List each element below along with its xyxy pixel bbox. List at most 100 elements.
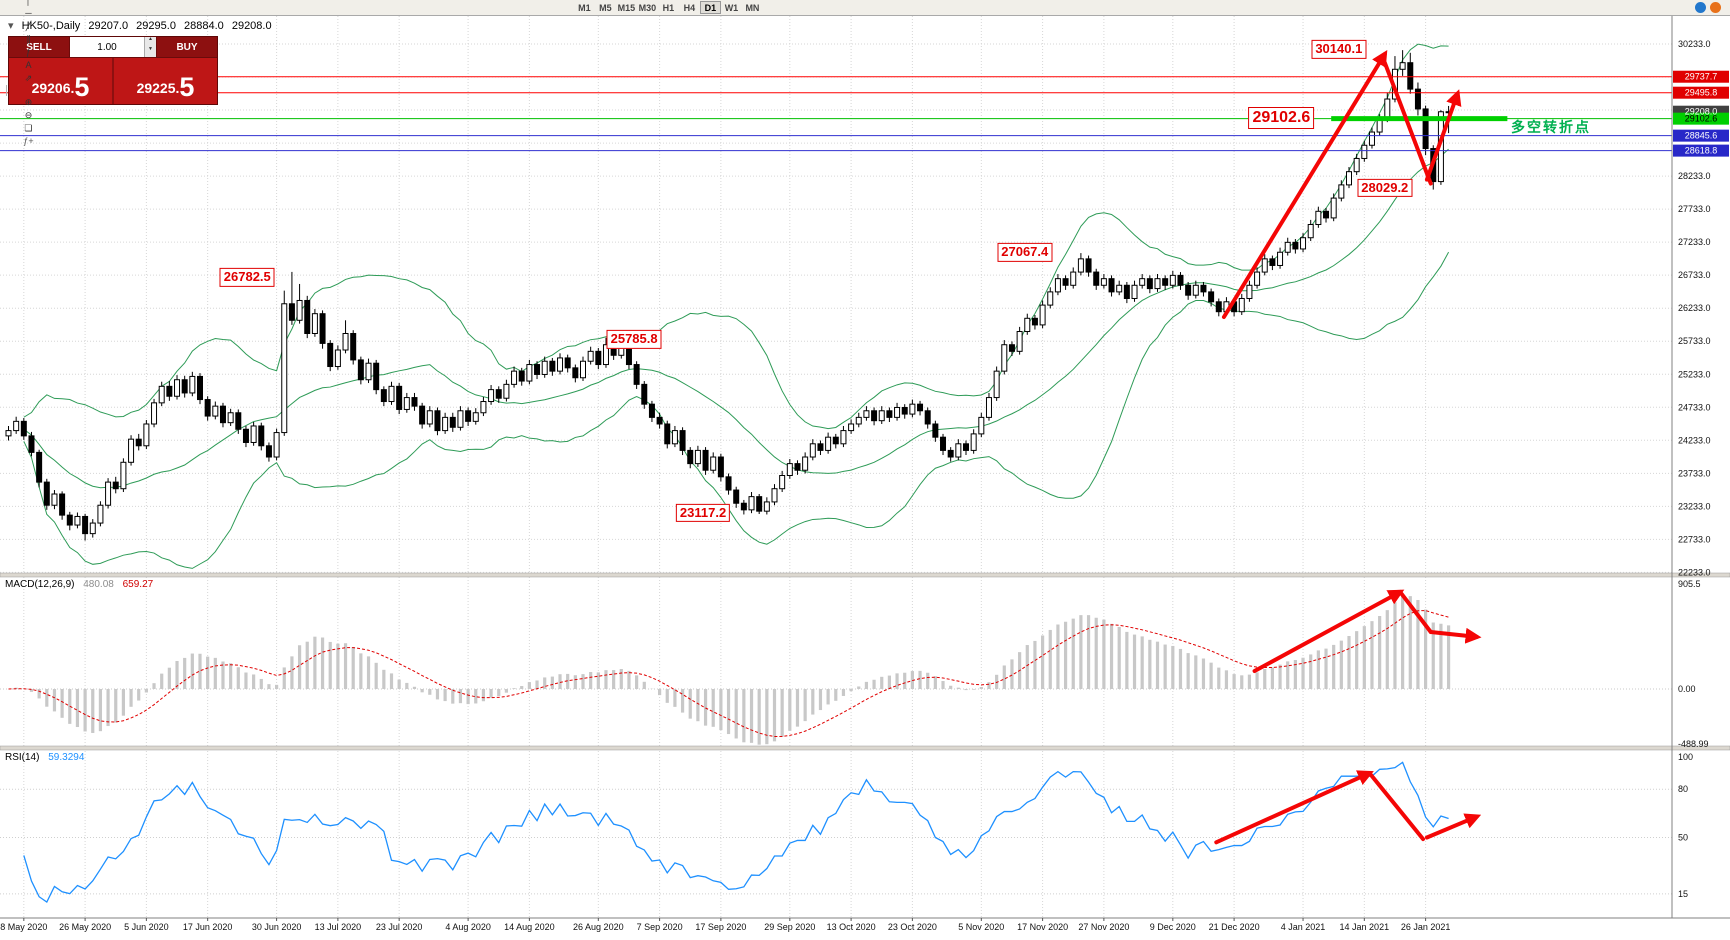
lot-size-value[interactable]: 1.00 (97, 41, 117, 53)
indicators-button[interactable]: ƒ+ (4, 135, 53, 148)
horizontal-line-button[interactable]: ─ (4, 7, 53, 20)
rsi-axis-label: 15 (1678, 889, 1688, 899)
time-axis-label: 30 Jun 2020 (252, 922, 302, 932)
price-callout: 29102.6 (1248, 107, 1315, 130)
rsi-axis-label: 50 (1678, 833, 1688, 843)
fibonacci-icon: ƒ (25, 47, 31, 57)
pane-splitter[interactable] (0, 572, 1730, 578)
tile-windows-button[interactable]: ❏ (4, 122, 53, 135)
zoom-in-icon: ⊕ (24, 96, 33, 107)
arrow-object-button[interactable]: ⇗ (4, 72, 53, 85)
price-axis-label: 28233.0 (1678, 171, 1711, 181)
sell-button[interactable]: SELL (9, 37, 70, 57)
trendline-button[interactable]: ╱ (4, 20, 53, 33)
price-callout: 30140.1 (1311, 40, 1367, 59)
sell-price-pips: 5 (74, 72, 90, 102)
fibonacci-button[interactable]: ƒ (4, 46, 53, 59)
buy-price-button[interactable]: 29225. 5 (114, 58, 217, 104)
close-value: 29208.0 (231, 20, 272, 32)
horizontal-line-icon: ─ (25, 8, 32, 18)
trendline-icon: ╱ (25, 20, 32, 31)
alerts-icon[interactable] (1710, 2, 1721, 13)
timeframe-button-M5[interactable]: M5 (599, 2, 612, 13)
gridlines (0, 16, 1672, 918)
text-label-button[interactable]: A (4, 59, 53, 72)
toolbar-left-group: ▦▥✚新订单☰▣▶自动交易⇖✛│─╱∥ƒA⇗⊕⊖❏ƒ+ (3, 0, 54, 148)
text-label-icon: A (25, 60, 32, 70)
time-axis-label: 4 Jan 2021 (1281, 922, 1326, 932)
timeframe-button-M1[interactable]: M1 (578, 2, 591, 13)
timeframe-button-H1[interactable]: H1 (662, 2, 675, 13)
price-axis-label: 30233.0 (1678, 39, 1711, 49)
tile-windows-icon: ❏ (24, 122, 33, 133)
lot-stepper[interactable]: ▲ ▼ (144, 37, 156, 57)
pane-splitter[interactable] (0, 745, 1730, 751)
time-axis-label: 5 Jun 2020 (124, 922, 169, 932)
community-icon[interactable] (1695, 2, 1706, 13)
rsi-value: 59.3294 (48, 752, 85, 763)
one-click-trading-panel: SELL 1.00 ▲ ▼ BUY 29206. 5 29225. 5 (8, 36, 218, 105)
channel-icon: ∥ (26, 33, 31, 44)
rsi-line (23, 761, 1449, 903)
price-callout: 25785.8 (606, 330, 662, 349)
time-axis-label: 29 Sep 2020 (764, 922, 815, 932)
price-axis-label: 22733.0 (1678, 534, 1711, 544)
time-axis-label: 26 Aug 2020 (573, 922, 624, 932)
toolbar-right-group (1693, 2, 1723, 13)
vertical-line-icon: │ (25, 0, 32, 5)
price-axis-label: 25233.0 (1678, 369, 1711, 379)
timeframe-button-M15[interactable]: M15 (617, 2, 636, 13)
sell-price-button[interactable]: 29206. 5 (9, 58, 114, 104)
time-axis-label: 21 Dec 2020 (1209, 922, 1260, 932)
zoom-out-button[interactable]: ⊖ (4, 109, 53, 122)
price-axis-label: 27733.0 (1678, 204, 1711, 214)
indicators-icon: ƒ+ (23, 136, 34, 146)
price-axis-label: 22233.0 (1678, 567, 1711, 577)
time-axis-label: 9 Dec 2020 (1150, 922, 1196, 932)
price-callout: 26782.5 (219, 268, 275, 287)
price-callout: 28029.2 (1357, 178, 1413, 197)
trend-arrows (1214, 50, 1482, 845)
time-axis-label: 17 Jun 2020 (183, 922, 233, 932)
price-axis-label: 23233.0 (1678, 501, 1711, 511)
toolbar-separator (6, 84, 7, 96)
price-axis-label: 23733.0 (1678, 468, 1711, 478)
lot-decrement-icon[interactable]: ▼ (145, 47, 156, 57)
buy-button[interactable]: BUY (156, 37, 217, 57)
time-axis-label: 8 May 2020 (0, 922, 47, 932)
time-axis-label: 14 Jan 2021 (1340, 922, 1390, 932)
time-axis-label: 27 Nov 2020 (1078, 922, 1129, 932)
low-value: 28884.0 (184, 20, 224, 32)
macd-main-value: 480.08 (83, 579, 114, 590)
zoom-out-icon: ⊖ (24, 109, 33, 120)
horizontal-level-lines (0, 76, 1672, 152)
time-axis-label: 14 Aug 2020 (504, 922, 555, 932)
time-axis-label: 23 Oct 2020 (888, 922, 937, 932)
chart-collapse-icon[interactable]: ▾ (8, 20, 14, 32)
price-badge-label: 29102.6 (1685, 114, 1718, 124)
channel-button[interactable]: ∥ (4, 33, 53, 46)
sell-price-int: 29206. (31, 80, 75, 96)
zoom-in-button[interactable]: ⊕ (4, 96, 53, 109)
price-badge-label: 29737.7 (1685, 72, 1718, 82)
lot-increment-icon[interactable]: ▲ (145, 37, 156, 47)
timeframe-button-H4[interactable]: H4 (683, 2, 696, 13)
turning-point-note: 多空转折点 (1511, 118, 1592, 135)
arrow-object-icon: ⇗ (24, 72, 33, 83)
timeframe-group: M1 M5 M15 M30 H1 H4 D1 W1 MN (574, 1, 763, 14)
timeframe-button-MN[interactable]: MN (745, 2, 760, 13)
timeframe-button-D1[interactable]: D1 (699, 1, 721, 14)
price-axis-label: 27233.0 (1678, 237, 1711, 247)
macd-indicator-label: MACD(12,26,9) 480.08 659.27 (5, 579, 153, 590)
timeframe-button-W1[interactable]: W1 (724, 2, 739, 13)
lot-size-field[interactable]: 1.00 ▲ ▼ (70, 37, 156, 57)
timeframe-button-M30[interactable]: M30 (638, 2, 657, 13)
high-value: 29295.0 (136, 20, 176, 32)
time-axis-label: 5 Nov 2020 (958, 922, 1004, 932)
vertical-line-button[interactable]: │ (4, 0, 53, 7)
macd-axis-label: 905.5 (1678, 579, 1701, 589)
macd-histogram (14, 596, 1451, 745)
price-axis-label: 24733.0 (1678, 402, 1711, 412)
